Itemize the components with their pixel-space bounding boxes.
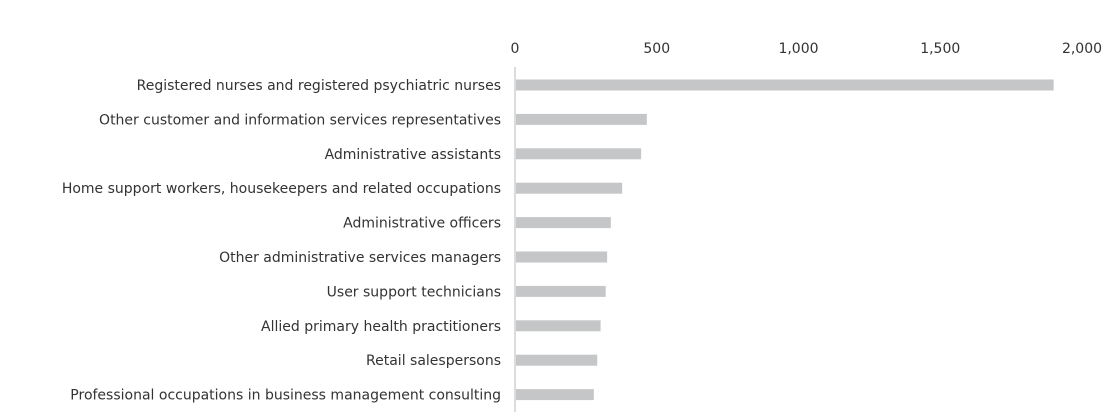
category-label: Administrative officers — [343, 216, 501, 232]
x-tick-label: 1,500 — [920, 41, 960, 57]
bars — [516, 79, 1054, 401]
x-tick-label: 2,000 — [1062, 41, 1102, 57]
bar — [516, 113, 647, 125]
bar — [516, 148, 642, 160]
bar — [516, 79, 1054, 91]
category-label: Professional occupations in business man… — [70, 388, 501, 404]
x-tick-label: 0 — [511, 41, 520, 57]
bar — [516, 320, 601, 332]
category-label: Administrative assistants — [325, 147, 501, 163]
x-tick-label: 1,000 — [778, 41, 818, 57]
category-label: Retail salespersons — [366, 353, 501, 369]
x-tick-label: 500 — [643, 41, 670, 57]
category-labels: Registered nurses and registered psychia… — [62, 78, 501, 404]
x-axis-tick-labels: 0 500 1,000 1,500 2,000 — [511, 41, 1103, 57]
bar — [516, 182, 623, 194]
category-label: Registered nurses and registered psychia… — [137, 78, 501, 94]
bar — [516, 217, 611, 229]
bar — [516, 285, 606, 297]
category-label: Other customer and information services … — [99, 112, 501, 128]
bar — [516, 251, 608, 263]
category-label: Other administrative services managers — [219, 250, 501, 266]
category-label: User support technicians — [327, 284, 501, 300]
bar — [516, 354, 598, 366]
category-label: Allied primary health practitioners — [261, 319, 501, 335]
category-label: Home support workers, housekeepers and r… — [62, 181, 501, 197]
bar — [516, 389, 594, 401]
